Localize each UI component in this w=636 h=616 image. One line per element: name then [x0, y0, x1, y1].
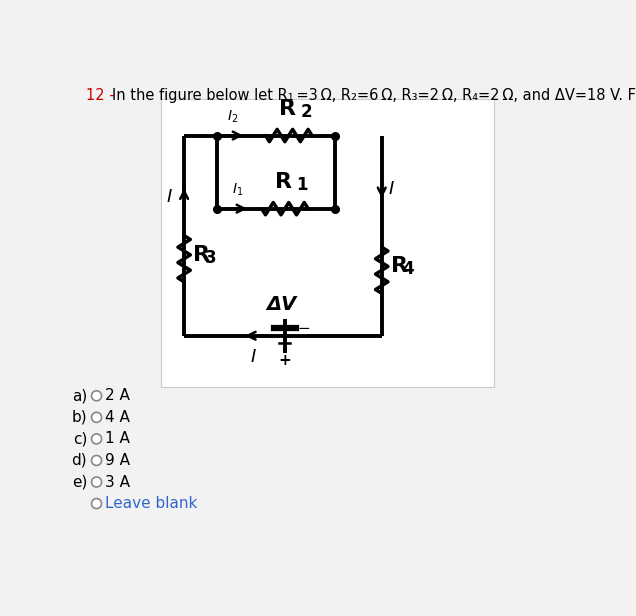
Circle shape: [92, 434, 102, 444]
Text: ΔV: ΔV: [266, 295, 296, 314]
Text: b): b): [72, 410, 87, 425]
Text: −: −: [297, 320, 310, 336]
Circle shape: [92, 477, 102, 487]
Text: $I_1$: $I_1$: [232, 182, 244, 198]
Circle shape: [92, 498, 102, 509]
Text: +: +: [279, 352, 291, 368]
Text: $\mathbf{R}$: $\mathbf{R}$: [274, 172, 293, 192]
Circle shape: [92, 391, 102, 401]
Circle shape: [92, 455, 102, 466]
Text: Leave blank: Leave blank: [105, 496, 197, 511]
Text: 2 A: 2 A: [105, 388, 130, 403]
Text: $I$: $I$: [167, 188, 173, 206]
Text: $\mathbf{2}$: $\mathbf{2}$: [300, 103, 312, 121]
Text: $I$: $I$: [388, 180, 395, 198]
Text: $\mathbf{3}$: $\mathbf{3}$: [204, 249, 216, 267]
Text: $\mathbf{4}$: $\mathbf{4}$: [402, 261, 415, 278]
Text: e): e): [72, 474, 87, 490]
Text: 9 A: 9 A: [105, 453, 130, 468]
Text: 4 A: 4 A: [105, 410, 130, 425]
Text: d): d): [72, 453, 87, 468]
Circle shape: [92, 412, 102, 423]
Text: In the figure below let R₁ =3 Ω, R₂=6 Ω, R₃=2 Ω, R₄=2 Ω, and ΔV=18 V. Find the c: In the figure below let R₁ =3 Ω, R₂=6 Ω,…: [112, 87, 636, 103]
Text: $\mathbf{R}$: $\mathbf{R}$: [192, 245, 211, 265]
Text: 3 A: 3 A: [105, 474, 130, 490]
Text: c): c): [73, 431, 87, 447]
Text: $\mathbf{R}$: $\mathbf{R}$: [278, 99, 296, 118]
Text: 12 -: 12 -: [86, 87, 119, 103]
FancyBboxPatch shape: [161, 99, 494, 387]
Text: 1 A: 1 A: [105, 431, 130, 447]
Text: $I_2$: $I_2$: [226, 108, 238, 124]
Text: $I$: $I$: [250, 348, 256, 366]
Text: $\mathbf{R}$: $\mathbf{R}$: [389, 256, 408, 277]
Text: a): a): [72, 388, 87, 403]
Text: $\mathbf{1}$: $\mathbf{1}$: [296, 176, 308, 194]
